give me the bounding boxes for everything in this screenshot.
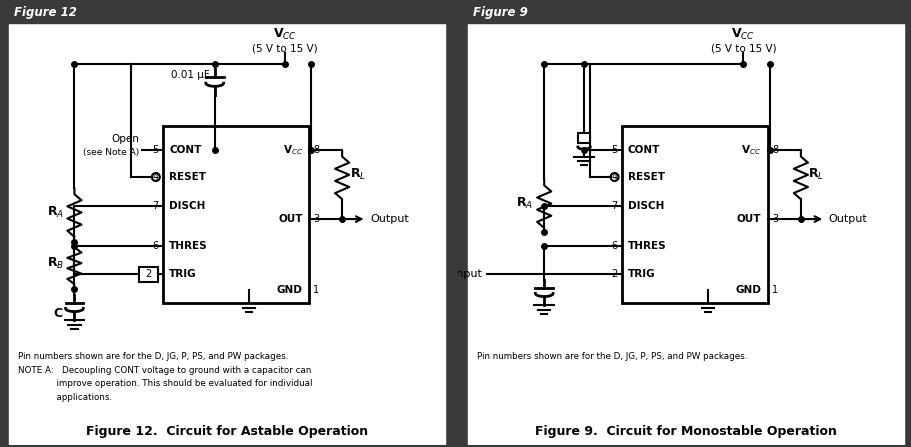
Text: Figure 9.  Circuit for Monostable Operation: Figure 9. Circuit for Monostable Operati… [534, 425, 836, 438]
Text: 5: 5 [152, 145, 159, 156]
Text: 2: 2 [152, 270, 159, 279]
Bar [5, 2, 448, 24]
Text: V$_{CC}$: V$_{CC}$ [741, 143, 761, 157]
Text: Open: Open [111, 135, 139, 144]
Text: OUT: OUT [736, 214, 761, 224]
Text: 7: 7 [610, 201, 617, 211]
Bar [138, 267, 158, 282]
Text: TRIG: TRIG [169, 270, 197, 279]
Text: 2: 2 [610, 270, 617, 279]
Text: 2: 2 [145, 270, 151, 279]
Text: RESET: RESET [627, 172, 664, 182]
Text: 8: 8 [313, 145, 319, 156]
Bar [621, 126, 767, 303]
Text: RESET: RESET [169, 172, 206, 182]
Text: V$_{CC}$: V$_{CC}$ [282, 143, 302, 157]
Text: (5 V to 15 V): (5 V to 15 V) [251, 43, 317, 53]
Text: Figure 12: Figure 12 [14, 6, 77, 19]
Text: GND: GND [735, 285, 761, 295]
Text: GND: GND [277, 285, 302, 295]
Text: (see Note A): (see Note A) [83, 148, 139, 157]
Text: V$_{CC}$: V$_{CC}$ [731, 27, 754, 42]
Text: 1: 1 [313, 285, 319, 295]
Text: CONT: CONT [169, 145, 201, 156]
Text: R$_A$: R$_A$ [515, 196, 532, 211]
Text: 4: 4 [610, 172, 617, 182]
Text: C: C [53, 307, 62, 320]
Text: Output: Output [370, 214, 408, 224]
Text: 7: 7 [152, 201, 159, 211]
Text: improve operation. This should be evaluated for individual: improve operation. This should be evalua… [18, 379, 312, 388]
Bar [578, 133, 589, 143]
Text: V$_{CC}$: V$_{CC}$ [272, 27, 296, 42]
Text: Pin numbers shown are for the D, JG, P, PS, and PW packages.: Pin numbers shown are for the D, JG, P, … [18, 352, 288, 361]
Text: Figure 9: Figure 9 [472, 6, 527, 19]
Text: applications.: applications. [18, 392, 112, 401]
Text: 6: 6 [610, 240, 617, 251]
Text: R$_B$: R$_B$ [47, 256, 65, 270]
Text: 8: 8 [772, 145, 777, 156]
Text: TRIG: TRIG [627, 270, 655, 279]
Text: R$_L$: R$_L$ [807, 167, 824, 182]
Text: 4: 4 [152, 172, 159, 182]
Text: THRES: THRES [627, 240, 666, 251]
Text: 5: 5 [610, 145, 617, 156]
Text: THRES: THRES [169, 240, 208, 251]
Text: 6: 6 [152, 240, 159, 251]
Text: 3: 3 [313, 214, 319, 224]
Text: Input: Input [454, 270, 483, 279]
Text: 1: 1 [772, 285, 777, 295]
Text: Pin numbers shown are for the D, JG, P, PS, and PW packages.: Pin numbers shown are for the D, JG, P, … [476, 352, 746, 361]
Text: 3: 3 [772, 214, 777, 224]
Text: DISCH: DISCH [627, 201, 663, 211]
Text: 0.01 μF: 0.01 μF [170, 70, 210, 80]
Text: Figure 12.  Circuit for Astable Operation: Figure 12. Circuit for Astable Operation [86, 425, 368, 438]
Text: (5 V to 15 V): (5 V to 15 V) [710, 43, 775, 53]
Text: Output: Output [828, 214, 866, 224]
Text: OUT: OUT [278, 214, 302, 224]
Bar [464, 2, 906, 24]
Text: DISCH: DISCH [169, 201, 205, 211]
Bar [163, 126, 309, 303]
Text: CONT: CONT [627, 145, 660, 156]
Text: R$_L$: R$_L$ [349, 167, 365, 182]
Text: R$_A$: R$_A$ [47, 205, 65, 220]
Text: NOTE A:   Decoupling CONT voltage to ground with a capacitor can: NOTE A: Decoupling CONT voltage to groun… [18, 366, 312, 375]
